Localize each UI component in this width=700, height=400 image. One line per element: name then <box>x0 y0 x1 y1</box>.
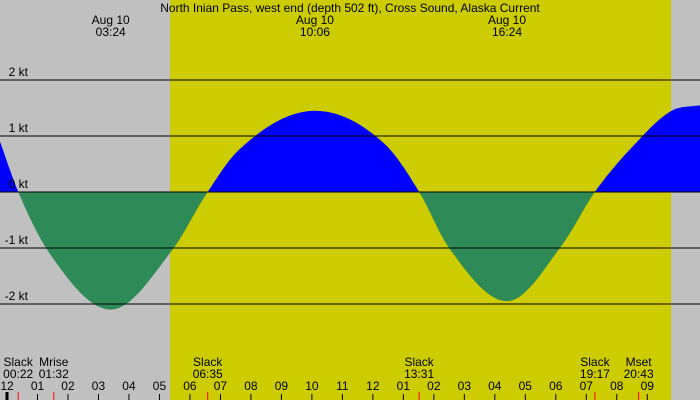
chart-title: North Inian Pass, west end (depth 502 ft… <box>160 1 540 15</box>
event-name-label: Slack <box>580 355 610 369</box>
flood-current-area <box>594 105 700 192</box>
x-tick-label: 06 <box>549 379 563 393</box>
x-tick-label: 09 <box>641 379 655 393</box>
event-time-label: 13:31 <box>404 367 434 381</box>
y-tick-label: 2 kt <box>9 65 29 79</box>
ebb-current-area <box>18 192 208 310</box>
peak-date-label: Aug 10 <box>92 13 130 27</box>
x-tick-label: 08 <box>244 379 258 393</box>
x-tick-label: 02 <box>61 379 75 393</box>
x-tick-label: 03 <box>458 379 472 393</box>
x-tick-label: 10 <box>305 379 319 393</box>
x-tick-label: 06 <box>183 379 197 393</box>
x-tick-label: 08 <box>610 379 624 393</box>
event-name-label: Mrise <box>39 355 69 369</box>
x-tick-label: 05 <box>519 379 533 393</box>
ebb-current-area <box>419 192 595 302</box>
y-axis-labels: 2 kt 1 kt 0 kt -1 kt -2 kt <box>5 65 29 303</box>
x-tick-label: 02 <box>427 379 441 393</box>
x-tick-label: 07 <box>580 379 594 393</box>
x-tick-label: 01 <box>397 379 411 393</box>
x-tick-label: 09 <box>275 379 289 393</box>
y-tick-label: 1 kt <box>9 121 29 135</box>
event-name-label: Slack <box>193 355 223 369</box>
x-tick-label: 04 <box>122 379 136 393</box>
x-tick-label: 12 <box>366 379 380 393</box>
event-time-label: 19:17 <box>580 367 610 381</box>
x-tick-label: 01 <box>31 379 45 393</box>
gridlines <box>0 79 700 305</box>
x-tick-label: 12 <box>0 379 14 393</box>
x-tick-label: 11 <box>336 379 349 393</box>
event-time-label: 20:43 <box>624 367 654 381</box>
event-name-label: Mset <box>626 355 653 369</box>
event-name-label: Slack <box>404 355 434 369</box>
x-tick-label: 03 <box>92 379 106 393</box>
current-area-group <box>0 105 700 310</box>
y-tick-label: 0 kt <box>9 177 29 191</box>
x-tick-label: 05 <box>153 379 167 393</box>
event-labels: Slack00:22Mrise01:32Slack06:35Slack13:31… <box>3 355 654 400</box>
y-tick-label: -1 kt <box>5 233 29 247</box>
y-tick-label: -2 kt <box>5 289 29 303</box>
event-time-label: 00:22 <box>3 367 33 381</box>
x-axis-ticks: 1112010203040506070809101112010203040506… <box>0 379 654 400</box>
event-time-label: 06:35 <box>193 367 223 381</box>
event-time-label: 01:32 <box>39 367 69 381</box>
flood-current-area <box>207 110 420 192</box>
peak-date-label: Aug 10 <box>488 13 526 27</box>
peak-time-label: 03:24 <box>96 25 126 39</box>
x-tick-label: 07 <box>214 379 228 393</box>
peak-time-label: 16:24 <box>492 25 522 39</box>
peak-time-label: 10:06 <box>300 25 330 39</box>
x-tick-label: 04 <box>488 379 502 393</box>
daylight-band <box>170 0 672 400</box>
flood-current-area <box>0 141 19 192</box>
event-name-label: Slack <box>4 355 34 369</box>
peak-date-label: Aug 10 <box>296 13 334 27</box>
